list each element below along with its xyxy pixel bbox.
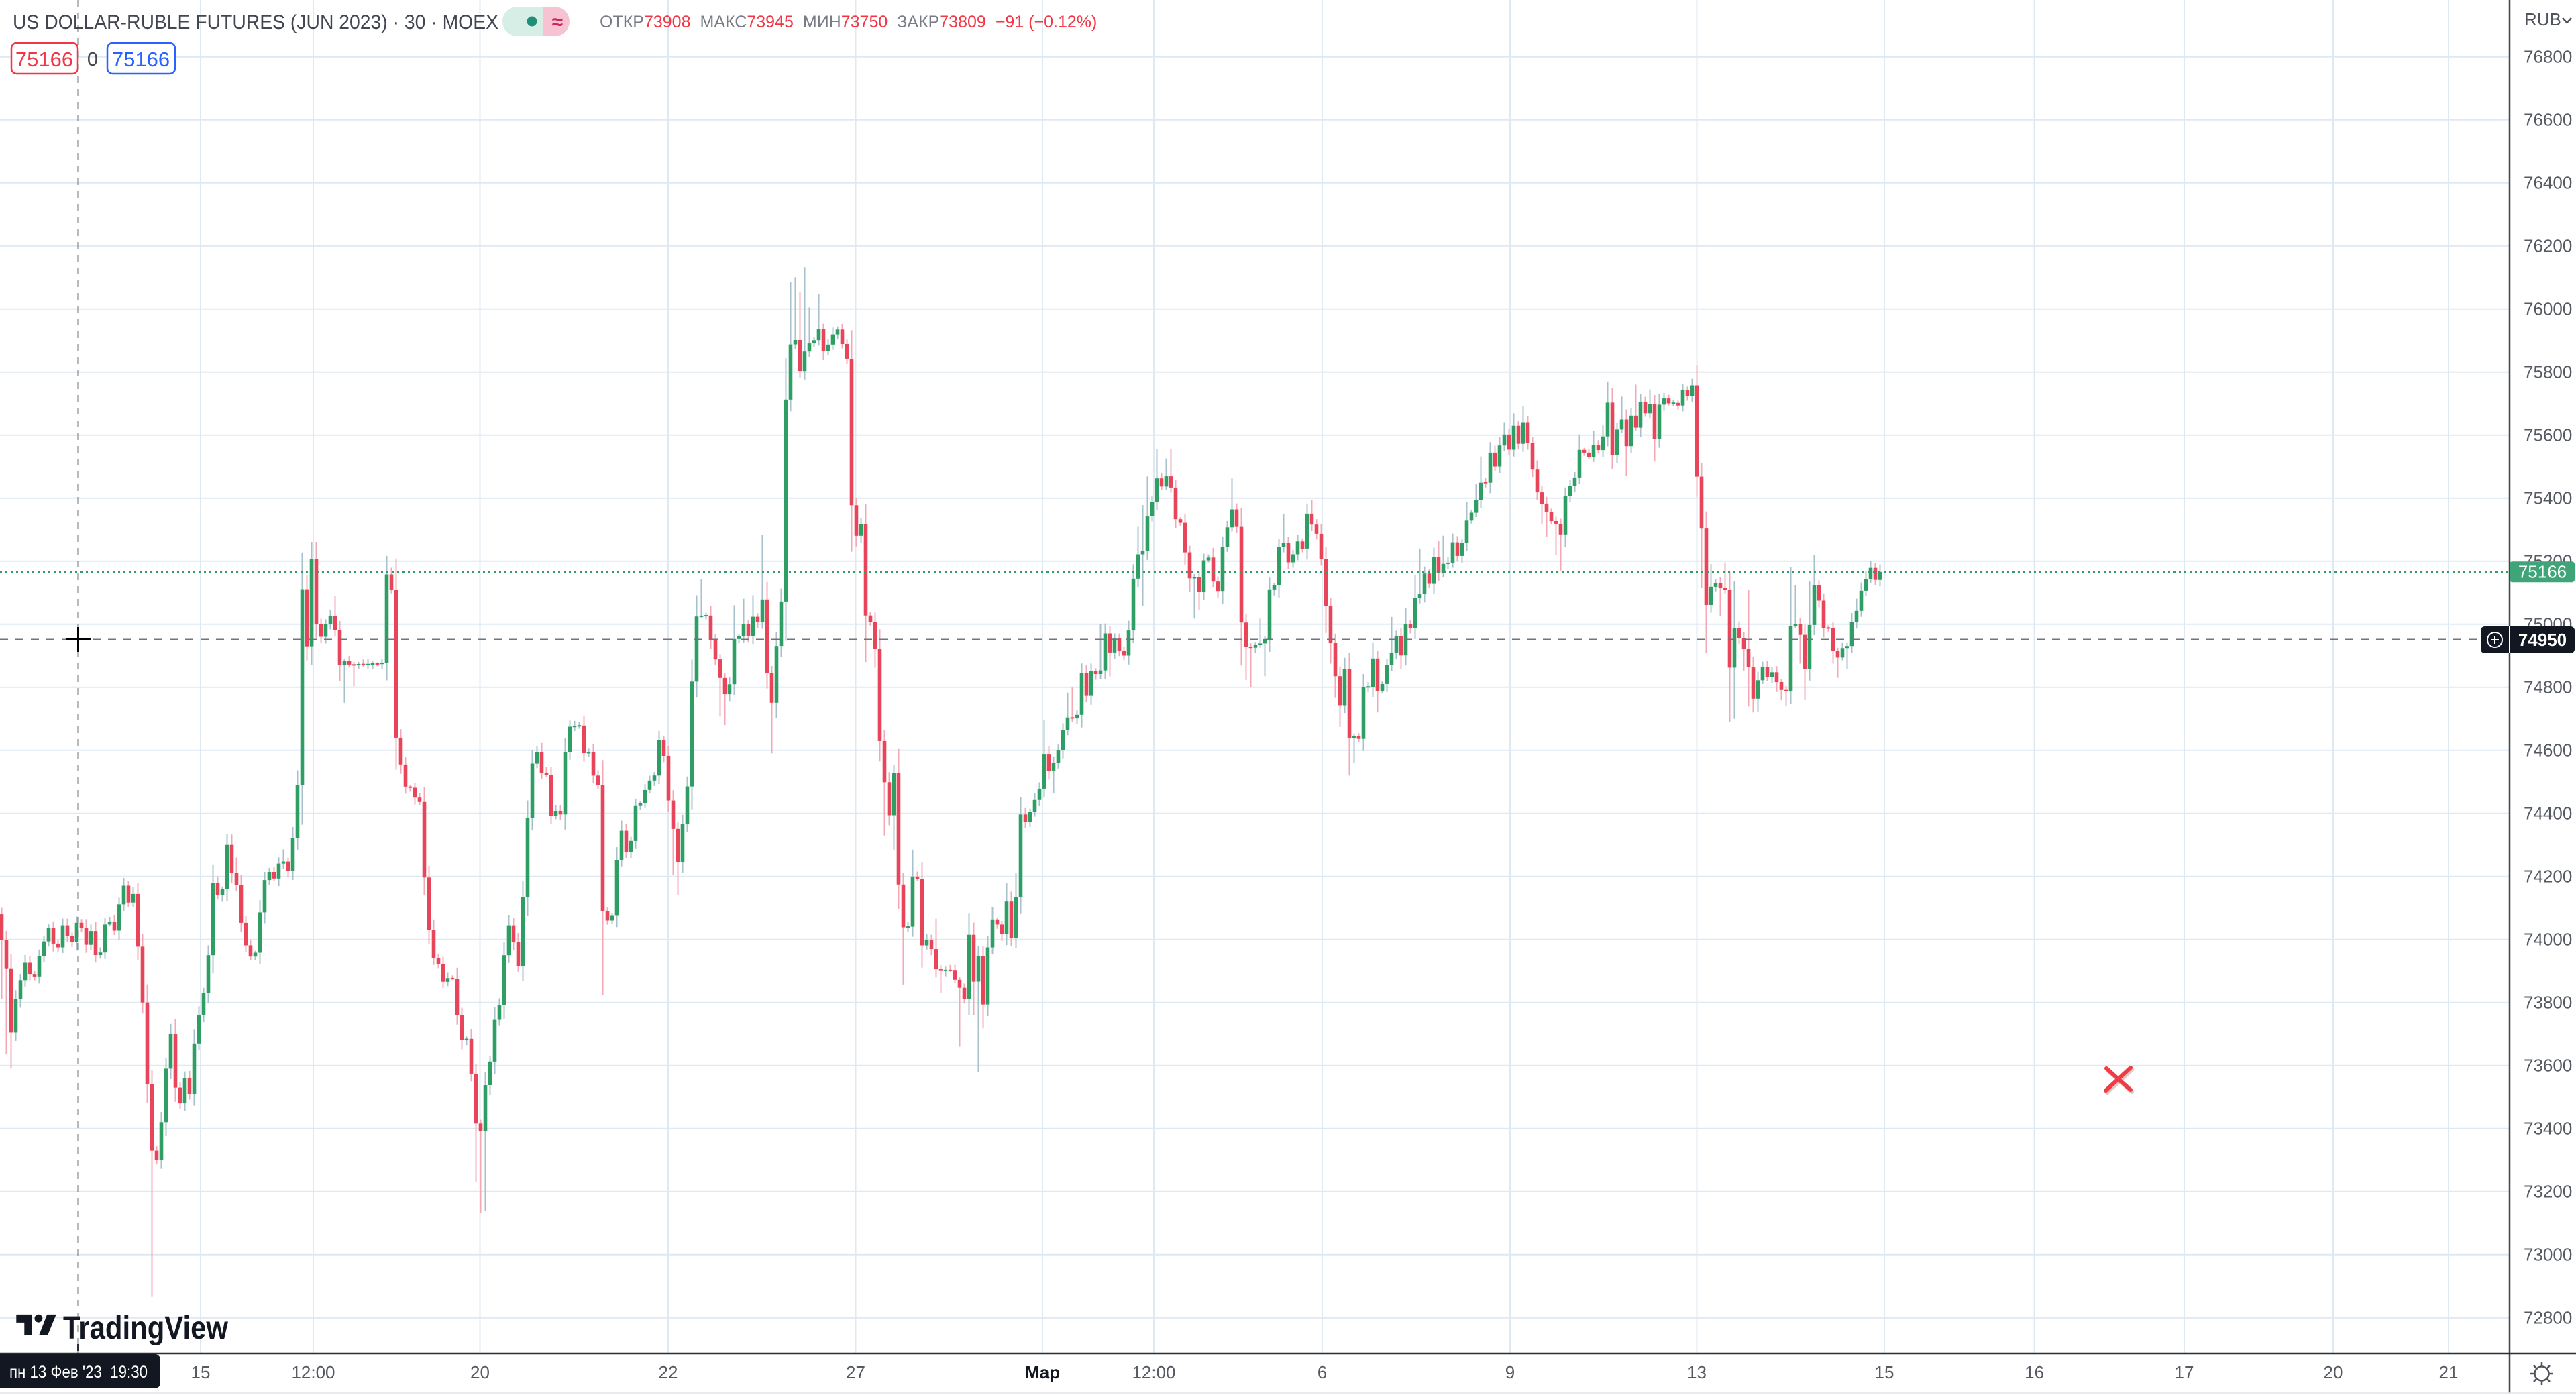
- svg-text:20: 20: [2324, 1362, 2343, 1382]
- svg-text:≈: ≈: [552, 11, 563, 34]
- svg-text:76800: 76800: [2524, 47, 2572, 67]
- svg-text:76400: 76400: [2524, 173, 2572, 193]
- svg-text:9: 9: [1505, 1362, 1515, 1382]
- svg-text:12:00: 12:00: [291, 1362, 335, 1382]
- svg-text:пн 13 Фев '23 19:30: пн 13 Фев '23 19:30: [9, 1363, 148, 1382]
- svg-text:75800: 75800: [2524, 362, 2572, 382]
- svg-text:27: 27: [846, 1362, 865, 1382]
- svg-text:74400: 74400: [2524, 803, 2572, 824]
- svg-text:72800: 72800: [2524, 1308, 2572, 1328]
- svg-text:73000: 73000: [2524, 1245, 2572, 1265]
- svg-text:75600: 75600: [2524, 425, 2572, 445]
- svg-text:76600: 76600: [2524, 110, 2572, 130]
- svg-text:12:00: 12:00: [1132, 1362, 1175, 1382]
- svg-text:17: 17: [2175, 1362, 2194, 1382]
- svg-text:22: 22: [659, 1362, 678, 1382]
- svg-text:74600: 74600: [2524, 740, 2572, 761]
- svg-text:21: 21: [2439, 1362, 2459, 1382]
- svg-text:73800: 73800: [2524, 993, 2572, 1013]
- svg-text:15: 15: [1875, 1362, 1894, 1382]
- svg-text:Мар: Мар: [1025, 1362, 1060, 1382]
- svg-text:74800: 74800: [2524, 677, 2572, 698]
- svg-text:73400: 73400: [2524, 1119, 2572, 1139]
- svg-text:RUB: RUB: [2524, 9, 2561, 30]
- svg-text:13: 13: [1687, 1362, 1707, 1382]
- svg-text:75400: 75400: [2524, 488, 2572, 508]
- svg-text:75166: 75166: [112, 48, 170, 71]
- svg-text:75166: 75166: [15, 48, 73, 71]
- svg-text:73600: 73600: [2524, 1056, 2572, 1076]
- svg-text:0: 0: [87, 49, 98, 70]
- svg-text:TradingView: TradingView: [63, 1310, 229, 1346]
- svg-text:76000: 76000: [2524, 299, 2572, 319]
- svg-text:73200: 73200: [2524, 1182, 2572, 1202]
- svg-text:20: 20: [470, 1362, 490, 1382]
- svg-text:74200: 74200: [2524, 867, 2572, 887]
- svg-text:15: 15: [191, 1362, 211, 1382]
- svg-text:75166: 75166: [2518, 562, 2567, 582]
- svg-text:16: 16: [2025, 1362, 2044, 1382]
- svg-text:76200: 76200: [2524, 236, 2572, 256]
- svg-text:74000: 74000: [2524, 930, 2572, 950]
- svg-text:US DOLLAR-RUBLE FUTURES (JUN 2: US DOLLAR-RUBLE FUTURES (JUN 2023) · 30 …: [13, 11, 498, 34]
- svg-text:6: 6: [1318, 1362, 1327, 1382]
- svg-text:74950: 74950: [2518, 630, 2567, 650]
